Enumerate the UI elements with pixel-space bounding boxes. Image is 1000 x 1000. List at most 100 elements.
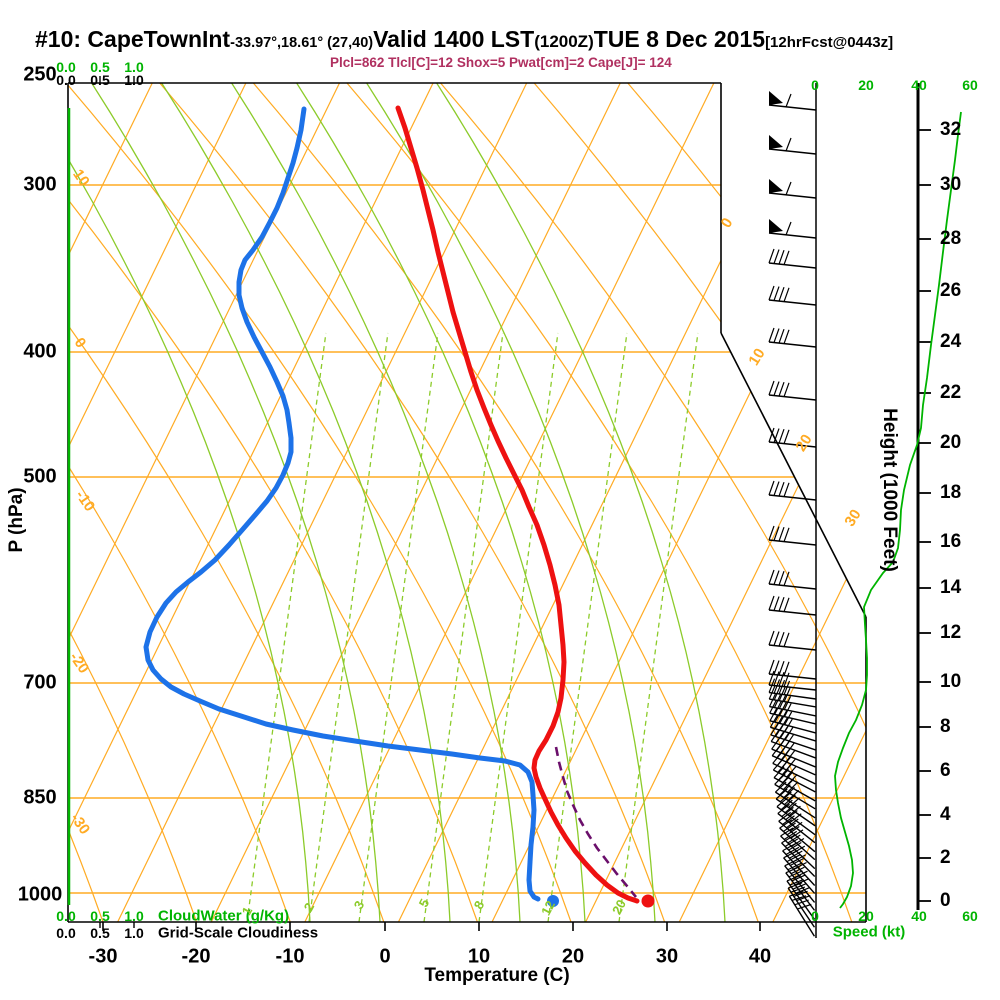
pressure-label-300: 300: [23, 173, 57, 196]
mixing-ratio-8: [478, 332, 559, 922]
chart-title: #10: CapeTownInt-33.97°,18.61° (27,40)Va…: [35, 26, 893, 53]
cloudwater-scale-bottom: 0.5: [90, 908, 110, 924]
wind-barb: [768, 248, 817, 269]
wind-barb: [768, 525, 817, 546]
height-label-32: 32: [940, 119, 962, 140]
forecast-tag: [12hrFcst@0443z]: [765, 34, 894, 51]
moist-adiabat: [230, 83, 521, 922]
stability-parameters: Plcl=862 Tlcl[C]=12 Shox=5 Pwat[cm]=2 Ca…: [330, 55, 672, 70]
temperature-label-40: 40: [748, 945, 772, 968]
height-label-12: 12: [940, 622, 962, 643]
wind-barb: [768, 659, 817, 680]
speed-scale-bottom-0: 0: [811, 908, 819, 924]
wind-barb: [768, 380, 817, 401]
cloudiness-scale-top: 1.0: [124, 72, 144, 88]
isotherm-40: [772, 83, 866, 922]
wind-barb: [772, 758, 816, 793]
mixing-ratio-20: [618, 332, 699, 922]
speed-scale-bottom-20: 20: [858, 908, 874, 924]
speed-scale-bottom-60: 60: [962, 908, 978, 924]
isotherm-30: [678, 83, 866, 922]
speed-scale-top-20: 20: [858, 77, 874, 93]
wind-barb-flag: [768, 219, 817, 239]
moist-adiabat: [435, 83, 726, 922]
speed-scale-top-0: 0: [811, 77, 819, 93]
speed-scale-bottom-40: 40: [911, 908, 927, 924]
valid-time: Valid 1400 LST: [373, 26, 535, 52]
temperature-label-30: 30: [655, 945, 679, 968]
cloudwater-scale-bottom: 0.0: [56, 908, 76, 924]
isotherm--70: [68, 83, 153, 922]
temperature-label-10: 10: [467, 945, 491, 968]
speed-axis-title: Speed (kt): [832, 923, 906, 941]
wind-barb: [780, 827, 816, 870]
pressure-label-1000: 1000: [17, 883, 63, 906]
mixing-ratio-5: [423, 332, 504, 922]
isotherm--30: [117, 83, 528, 922]
wind-barb: [774, 781, 816, 819]
wind-barb: [778, 811, 816, 853]
cloudiness-scale-bottom: 1.0: [124, 925, 144, 941]
cloudwater-axis-title: CloudWater (g/Kg): [158, 907, 290, 925]
isotherm-10: [491, 83, 866, 922]
mixing-ratio-12: [547, 332, 628, 922]
wind-barb-flag: [768, 179, 817, 199]
temperature-label-0: 0: [379, 945, 391, 968]
temperature-axis-title: Temperature (C): [424, 965, 570, 986]
wind-barb: [774, 773, 816, 810]
station-coords: -33.97°,18.61° (27,40): [230, 35, 374, 51]
cloudwater-scale-bottom: 1.0: [124, 908, 144, 924]
wind-barb-flag: [768, 91, 817, 111]
temperature-label-20: 20: [561, 945, 585, 968]
height-label-2: 2: [940, 847, 951, 868]
cloudiness-scale-bottom: 0.5: [90, 925, 110, 941]
moist-adiabat: [160, 83, 451, 922]
height-label-10: 10: [940, 671, 962, 692]
isotherm-20: [585, 83, 866, 922]
background-grid: [68, 83, 866, 922]
height-label-16: 16: [940, 531, 962, 552]
cloudiness-scale-bottom: 0.0: [56, 925, 76, 941]
height-label-18: 18: [940, 482, 962, 503]
height-axis-title: Height (1000 Feet): [879, 408, 900, 572]
wind-barb-column: [768, 83, 817, 938]
height-label-24: 24: [940, 331, 962, 352]
isotherm--10: [304, 83, 715, 922]
dry-adiabat-100: [813, 83, 866, 922]
station-title: #10: CapeTownInt: [35, 26, 231, 52]
dry-adiabat-20: [68, 83, 572, 922]
pressure-label-250: 250: [23, 63, 57, 86]
wind-barb: [769, 707, 816, 734]
temperature-label--20: -20: [181, 945, 211, 968]
dewpoint-curve: [143, 106, 541, 902]
height-label-0: 0: [940, 890, 951, 911]
moist-adiabat: [90, 83, 381, 922]
speed-scale-top-60: 60: [962, 77, 978, 93]
wind-barb: [768, 427, 817, 448]
dry-adiabat-30: [158, 83, 666, 922]
surface-temperature-dot: [641, 894, 655, 908]
pressure-label-700: 700: [23, 671, 57, 694]
mixing-ratio-1: [246, 332, 327, 922]
mixing-ratio-2: [308, 332, 389, 922]
isotherm--60: [68, 83, 247, 922]
height-label-30: 30: [940, 174, 962, 195]
moist-adiabat: [295, 83, 586, 922]
cloudwater-scale-top: 1.0: [124, 59, 144, 75]
pressure-label-850: 850: [23, 786, 57, 809]
plot-frame: [67, 76, 931, 931]
pressure-label-400: 400: [23, 340, 57, 363]
valid-zulu: (1200Z): [534, 32, 594, 51]
dry-adiabat-10: [68, 83, 478, 922]
height-label-28: 28: [940, 228, 962, 249]
surface-dewpoint-dot: [547, 895, 559, 907]
wind-barb: [768, 630, 817, 651]
speed-scale-top-40: 40: [911, 77, 927, 93]
moist-adiabat: [365, 83, 656, 922]
height-label-22: 22: [940, 382, 962, 403]
height-label-26: 26: [940, 280, 962, 301]
wind-speed-profile: [834, 111, 962, 909]
wind-barb: [768, 685, 816, 708]
